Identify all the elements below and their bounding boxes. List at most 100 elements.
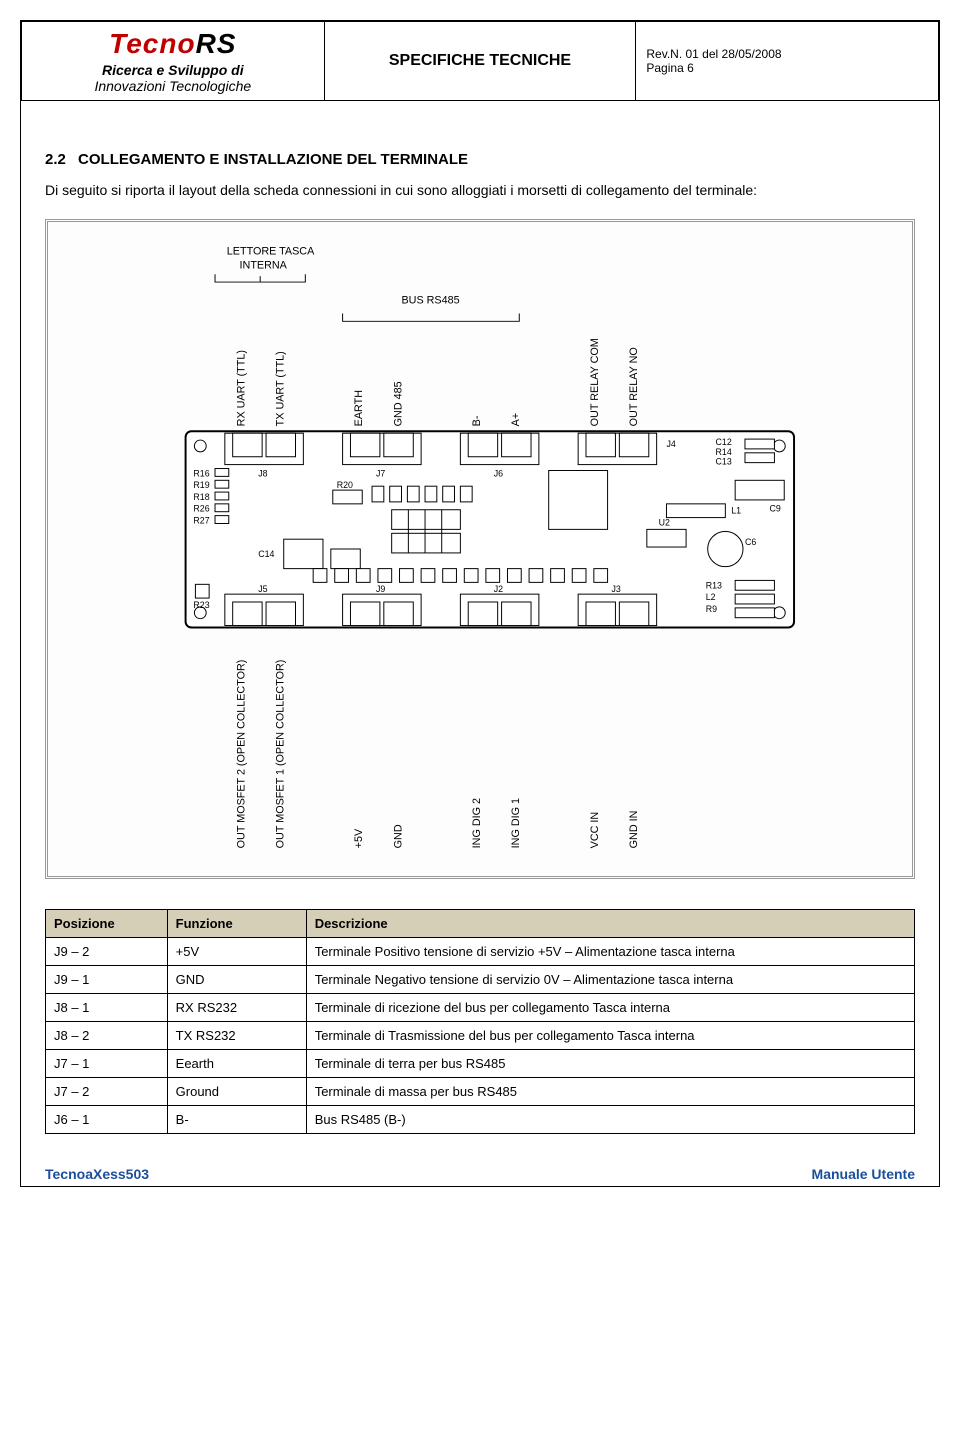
rev-cell: Rev.N. 01 del 28/05/2008 Pagina 6 bbox=[636, 22, 939, 101]
cell-fun: Ground bbox=[167, 1078, 306, 1106]
th-funzione: Funzione bbox=[167, 910, 306, 938]
svg-text:J9: J9 bbox=[376, 584, 385, 594]
logo-cell: TecnoRS Ricerca e Sviluppo di Innovazion… bbox=[22, 22, 325, 101]
section-number: 2.2 bbox=[45, 151, 66, 168]
cell-pos: J9 – 1 bbox=[46, 966, 168, 994]
logo-text-b: RS bbox=[196, 28, 237, 59]
top-pin-label: B- bbox=[471, 415, 483, 426]
bottom-pin-label: +5V bbox=[353, 828, 365, 848]
svg-text:R13: R13 bbox=[706, 580, 722, 590]
cell-fun: Eearth bbox=[167, 1050, 306, 1078]
th-descrizione: Descrizione bbox=[306, 910, 914, 938]
cell-desc: Terminale di massa per bus RS485 bbox=[306, 1078, 914, 1106]
table-row: J6 – 1B-Bus RS485 (B-) bbox=[46, 1106, 915, 1134]
top-pin-label: OUT RELAY COM bbox=[589, 338, 601, 426]
footer-left: TecnoaXess503 bbox=[45, 1166, 149, 1182]
bottom-pin-label: GND IN bbox=[628, 811, 640, 849]
bottom-pin-label: OUT MOSFET 2 (OPEN COLLECTOR) bbox=[235, 660, 247, 849]
svg-text:J2: J2 bbox=[494, 584, 503, 594]
svg-text:J8: J8 bbox=[258, 468, 267, 478]
footer-right: Manuale Utente bbox=[812, 1166, 915, 1182]
svg-text:R20: R20 bbox=[337, 480, 353, 490]
svg-text:C14: C14 bbox=[258, 549, 274, 559]
logo-sub2: Innovazioni Tecnologiche bbox=[32, 78, 314, 94]
top-pin-label: EARTH bbox=[353, 390, 365, 426]
cell-desc: Terminale di Trasmissione del bus per co… bbox=[306, 1022, 914, 1050]
bottom-pin-label: GND bbox=[392, 824, 404, 848]
cell-pos: J8 – 2 bbox=[46, 1022, 168, 1050]
svg-text:C6: C6 bbox=[745, 537, 756, 547]
svg-text:R16: R16 bbox=[193, 468, 209, 478]
cell-fun: +5V bbox=[167, 938, 306, 966]
top-pin-labels: RX UART (TTL) TX UART (TTL) EARTH GND 485 B-… bbox=[235, 338, 640, 426]
logo-text-a: Tecno bbox=[109, 28, 195, 59]
logo-main: TecnoRS bbox=[32, 28, 314, 60]
svg-text:J7: J7 bbox=[376, 468, 385, 478]
cell-fun: TX RS232 bbox=[167, 1022, 306, 1050]
table-row: J7 – 1EearthTerminale di terra per bus R… bbox=[46, 1050, 915, 1078]
connection-table: Posizione Funzione Descrizione J9 – 2+5V… bbox=[45, 909, 915, 1134]
page-frame: TecnoRS Ricerca e Sviluppo di Innovazion… bbox=[20, 20, 940, 1187]
th-posizione: Posizione bbox=[46, 910, 168, 938]
svg-text:R18: R18 bbox=[193, 492, 209, 502]
cell-desc: Bus RS485 (B-) bbox=[306, 1106, 914, 1134]
svg-text:R9: R9 bbox=[706, 604, 717, 614]
table-row: J9 – 2+5VTerminale Positivo tensione di … bbox=[46, 938, 915, 966]
svg-text:U2: U2 bbox=[659, 517, 670, 527]
cell-fun: B- bbox=[167, 1106, 306, 1134]
svg-text:R23: R23 bbox=[193, 600, 209, 610]
svg-text:J6: J6 bbox=[494, 468, 503, 478]
cell-desc: Terminale di ricezione del bus per colle… bbox=[306, 994, 914, 1022]
table-row: J9 – 1GNDTerminale Negativo tensione di … bbox=[46, 966, 915, 994]
top-pin-label: OUT RELAY NO bbox=[628, 347, 640, 426]
bottom-pin-label: ING DIG 1 bbox=[510, 798, 522, 848]
cell-pos: J7 – 2 bbox=[46, 1078, 168, 1106]
svg-text:J4: J4 bbox=[666, 439, 675, 449]
top-pin-label: RX UART (TTL) bbox=[235, 350, 247, 426]
intro-text: Di seguito si riporta il layout della sc… bbox=[45, 180, 915, 201]
cell-pos: J8 – 1 bbox=[46, 994, 168, 1022]
svg-text:R14: R14 bbox=[716, 447, 732, 457]
svg-text:J5: J5 bbox=[258, 584, 267, 594]
content-area: 2.2 COLLEGAMENTO E INSTALLAZIONE DEL TER… bbox=[21, 101, 939, 1154]
bottom-pin-labels: OUT MOSFET 2 (OPEN COLLECTOR) OUT MOSFET … bbox=[235, 660, 640, 849]
svg-text:C9: C9 bbox=[770, 504, 781, 514]
cell-pos: J7 – 1 bbox=[46, 1050, 168, 1078]
top-pin-label: GND 485 bbox=[392, 381, 404, 426]
svg-text:L1: L1 bbox=[731, 506, 741, 516]
doc-title: SPECIFICHE TECNICHE bbox=[324, 22, 636, 101]
svg-text:C13: C13 bbox=[716, 457, 732, 467]
bottom-pin-label: OUT MOSFET 1 (OPEN COLLECTOR) bbox=[275, 660, 287, 849]
cell-pos: J9 – 2 bbox=[46, 938, 168, 966]
table-row: J8 – 2TX RS232Terminale di Trasmissione … bbox=[46, 1022, 915, 1050]
section-heading: 2.2 COLLEGAMENTO E INSTALLAZIONE DEL TER… bbox=[45, 151, 915, 168]
bottom-pin-label: VCC IN bbox=[589, 812, 601, 849]
pcb-svg: LETTORE TASCA INTERNA BUS RS485 RX UART … bbox=[58, 232, 902, 866]
top-pin-label: TX UART (TTL) bbox=[275, 351, 287, 426]
cell-desc: Terminale Negativo tensione di servizio … bbox=[306, 966, 914, 994]
section-title: COLLEGAMENTO E INSTALLAZIONE DEL TERMINA… bbox=[78, 151, 468, 168]
doc-header: TecnoRS Ricerca e Sviluppo di Innovazion… bbox=[21, 21, 939, 101]
page-line: Pagina 6 bbox=[646, 61, 928, 75]
label-lettore: LETTORE TASCA INTERNA bbox=[227, 246, 317, 272]
logo-sub1: Ricerca e Sviluppo di bbox=[32, 62, 314, 78]
cell-fun: GND bbox=[167, 966, 306, 994]
pcb-diagram: LETTORE TASCA INTERNA BUS RS485 RX UART … bbox=[45, 219, 915, 879]
footer: TecnoaXess503 Manuale Utente bbox=[21, 1154, 939, 1186]
top-pin-label: A+ bbox=[510, 413, 522, 427]
label-bus: BUS RS485 bbox=[401, 295, 459, 307]
svg-text:R19: R19 bbox=[193, 480, 209, 490]
svg-text:R27: R27 bbox=[193, 515, 209, 525]
table-row: J8 – 1RX RS232Terminale di ricezione del… bbox=[46, 994, 915, 1022]
table-row: J7 – 2GroundTerminale di massa per bus R… bbox=[46, 1078, 915, 1106]
bottom-pin-label: ING DIG 2 bbox=[471, 798, 483, 848]
svg-text:L2: L2 bbox=[706, 592, 716, 602]
cell-desc: Terminale Positivo tensione di servizio … bbox=[306, 938, 914, 966]
svg-text:C12: C12 bbox=[716, 437, 732, 447]
rev-line: Rev.N. 01 del 28/05/2008 bbox=[646, 47, 928, 61]
svg-text:J3: J3 bbox=[612, 584, 621, 594]
cell-fun: RX RS232 bbox=[167, 994, 306, 1022]
cell-pos: J6 – 1 bbox=[46, 1106, 168, 1134]
svg-text:R26: R26 bbox=[193, 504, 209, 514]
cell-desc: Terminale di terra per bus RS485 bbox=[306, 1050, 914, 1078]
